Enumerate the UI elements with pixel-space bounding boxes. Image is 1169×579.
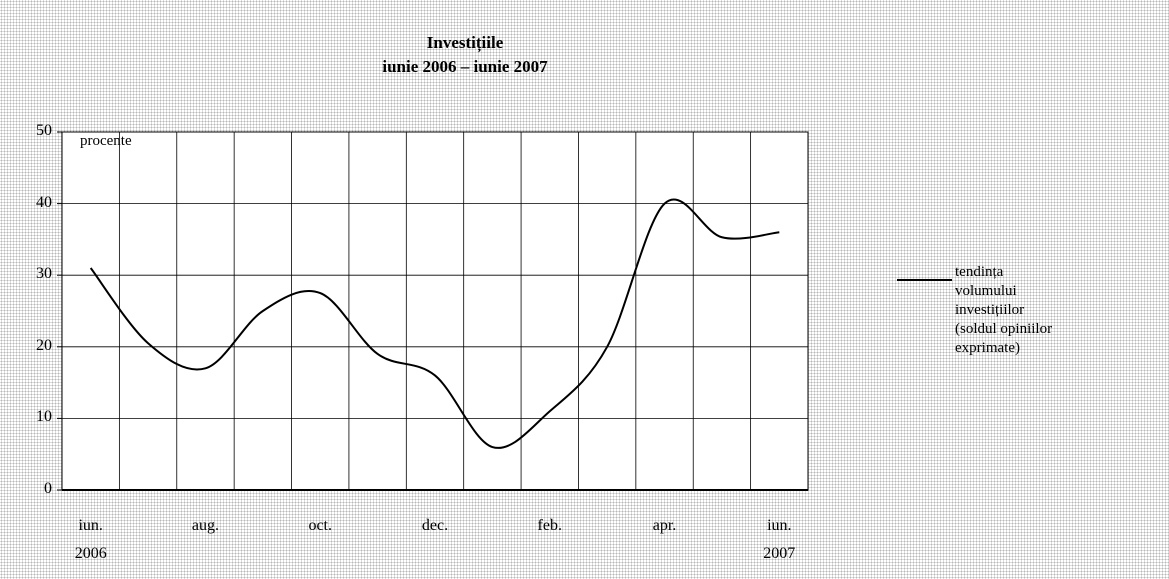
y-tick-label: 0 (44, 480, 52, 497)
y-tick-label: 10 (36, 408, 52, 426)
x-tick-label: oct. (308, 517, 332, 534)
x-tick-label: feb. (537, 517, 562, 534)
x-tick-label: iun. 2007 (763, 517, 796, 562)
y-tick-label: 50 (36, 122, 52, 139)
x-tick-label: dec. (421, 517, 449, 534)
legend-label: tendința volumului investițiilor (soldul… (955, 264, 1053, 356)
series-line (89, 198, 780, 449)
y-tick-label: 30 (36, 265, 52, 283)
plot-area (61, 131, 809, 491)
chart-subtitle: iunie 2006 – iunie 2007 (382, 57, 548, 76)
x-tick-label: iun. 2006 (74, 517, 107, 562)
x-tick-label: aug. (191, 517, 219, 534)
x-tick-label: apr. (652, 517, 677, 534)
y-axis-label: procente (80, 133, 132, 149)
y-tick-label: 40 (36, 193, 52, 211)
chart-title: Investițiile (426, 33, 504, 52)
y-tick-label: 20 (36, 336, 52, 354)
